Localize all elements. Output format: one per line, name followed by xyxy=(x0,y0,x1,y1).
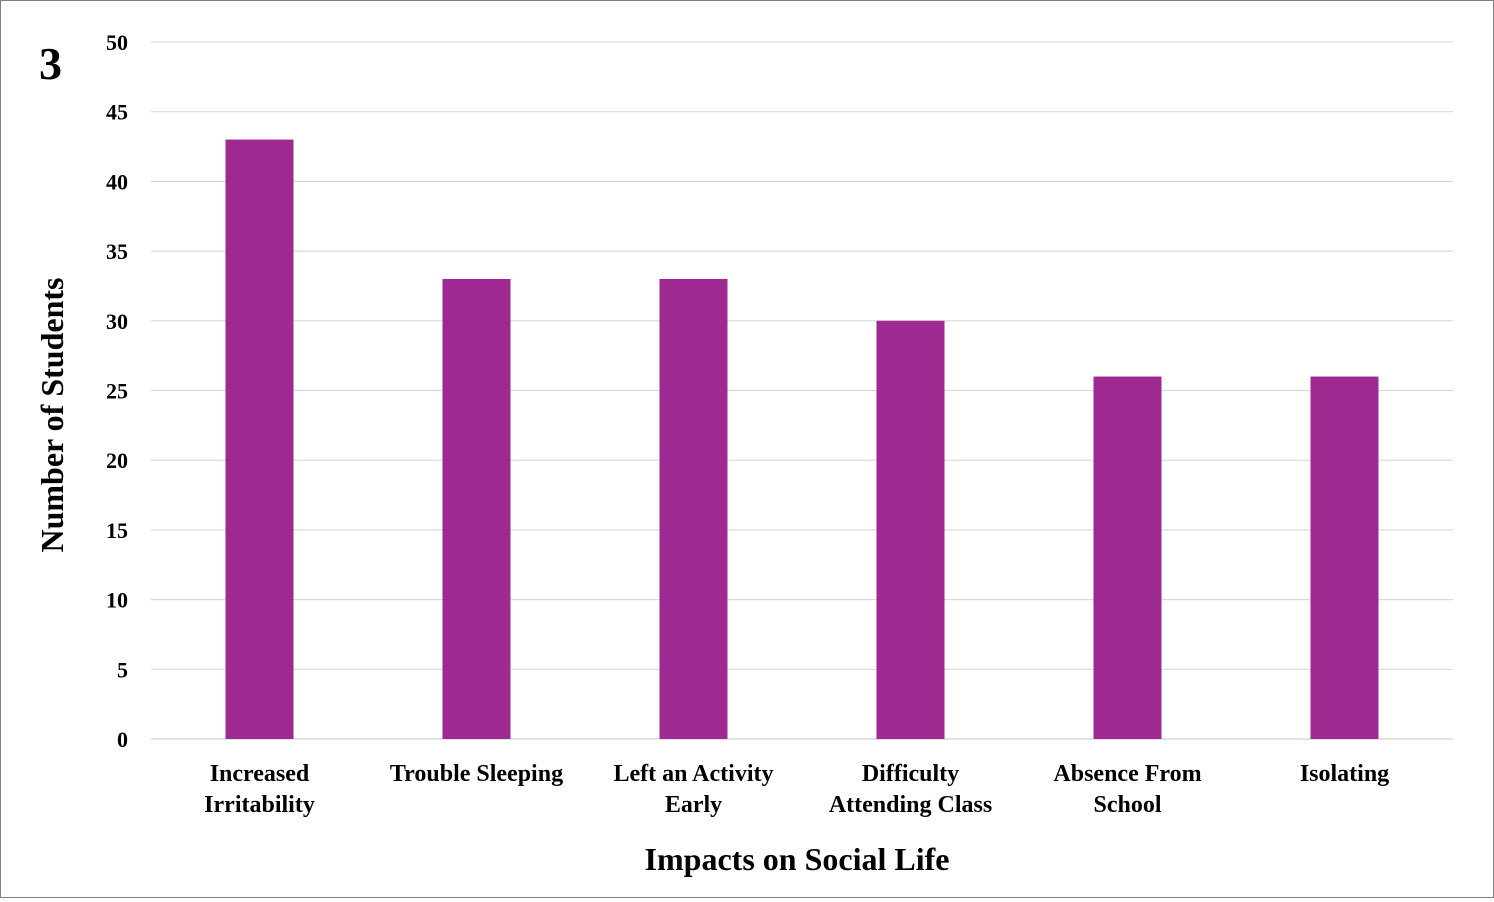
y-tick-label: 50 xyxy=(106,30,128,55)
bar xyxy=(225,139,294,739)
x-category-label-line: Isolating xyxy=(1300,761,1389,787)
y-tick-label: 25 xyxy=(106,379,128,404)
panel-label: 3 xyxy=(39,38,62,89)
x-category-label: Absence From School xyxy=(1053,761,1201,818)
y-axis-title: Number of Students xyxy=(34,278,70,553)
x-category-label-line: Early xyxy=(665,792,722,818)
y-tick-label: 30 xyxy=(106,309,128,334)
y-tick-label: 35 xyxy=(106,239,128,264)
y-tick-label: 45 xyxy=(106,100,128,125)
bar xyxy=(659,278,728,739)
x-category-label-line: Attending Class xyxy=(829,792,992,818)
gridlines xyxy=(151,41,1453,740)
x-category-label-line: School xyxy=(1093,792,1161,818)
bar xyxy=(876,320,945,739)
x-category-label: Isolating xyxy=(1300,761,1389,787)
bar xyxy=(442,278,511,739)
y-tick-label: 5 xyxy=(117,657,128,682)
y-tick-label: 40 xyxy=(106,169,128,194)
y-tick-label: 10 xyxy=(106,588,128,613)
bars xyxy=(225,139,1379,739)
x-category-label-line: Trouble Sleeping xyxy=(390,761,563,787)
y-tick-label: 15 xyxy=(106,518,128,543)
x-category-label: Left an Activity Early xyxy=(614,761,774,818)
x-axis-title: Impacts on Social Life xyxy=(645,841,950,877)
x-category-label-line: Difficulty xyxy=(862,761,959,787)
x-category-label-line: Absence From xyxy=(1053,761,1201,787)
bar xyxy=(1310,376,1379,739)
x-category-label-line: Left an Activity xyxy=(614,761,774,787)
y-tick-labels: 0 5 10 15 20 25 30 35 40 45 50 xyxy=(106,30,128,752)
x-category-label: Increased Irritability xyxy=(204,761,315,818)
y-tick-label: 0 xyxy=(117,727,128,752)
x-category-label: Difficulty Attending Class xyxy=(829,761,992,818)
y-tick-label: 20 xyxy=(106,448,128,473)
x-category-label-line: Irritability xyxy=(204,792,315,818)
x-category-label: Trouble Sleeping xyxy=(390,761,563,787)
bar xyxy=(1093,376,1162,739)
x-category-labels: Increased Irritability Trouble Sleeping Lef… xyxy=(204,761,1389,818)
x-category-label-line: Increased xyxy=(210,761,310,787)
